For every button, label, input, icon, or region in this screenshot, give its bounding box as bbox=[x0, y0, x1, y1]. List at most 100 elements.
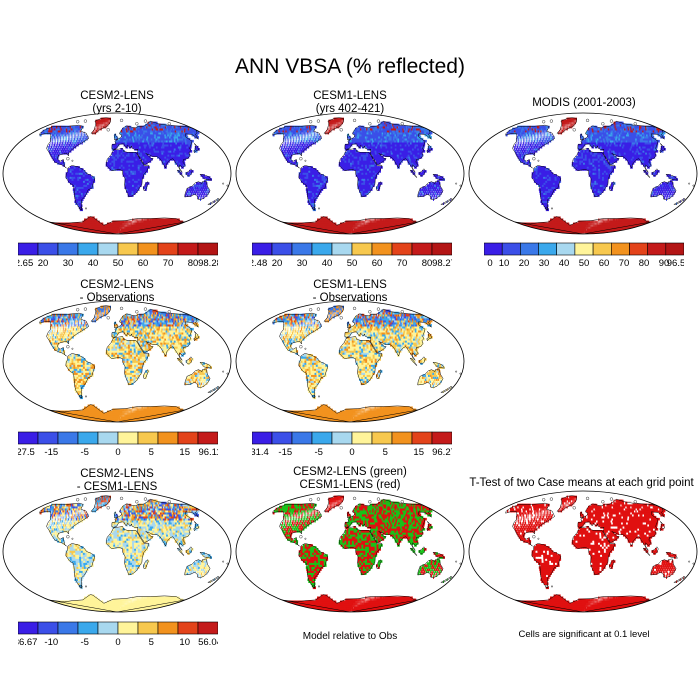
colorbar-box bbox=[252, 431, 273, 445]
colorbar-tick-label: 70 bbox=[619, 258, 630, 269]
colorbar-tick-label: 0 bbox=[115, 637, 120, 648]
colorbar-box bbox=[371, 431, 393, 445]
panel-7-colorbar: -36.67 -10 -5 0 5 10 56.04 bbox=[18, 621, 218, 648]
colorbar-box bbox=[117, 621, 139, 635]
colorbar-box bbox=[291, 431, 313, 445]
colorbar-box bbox=[57, 431, 79, 445]
panel-8-title-line2: CESM1-LENS (red) bbox=[299, 479, 401, 491]
colorbar-box bbox=[177, 431, 199, 445]
colorbar-box bbox=[37, 621, 59, 635]
colorbar-box bbox=[77, 621, 99, 635]
colorbar-box bbox=[137, 431, 159, 445]
panel-5-colorbar: -31.4 -15 -5 0 5 15 96.27 bbox=[252, 431, 452, 458]
colorbar-box bbox=[137, 621, 159, 635]
colorbar-tick-label: -36.67 bbox=[18, 637, 37, 648]
colorbar-tick-label: 2.48 bbox=[252, 258, 267, 269]
colorbar-tick-label: 30 bbox=[539, 258, 550, 269]
colorbar-box bbox=[311, 431, 333, 445]
colorbar-box bbox=[291, 242, 313, 256]
colorbar-tick-label: 10 bbox=[179, 637, 190, 648]
colorbar-box bbox=[57, 242, 79, 256]
colorbar-box bbox=[501, 242, 521, 256]
colorbar-tick-label: 40 bbox=[322, 258, 333, 269]
panel-2-map bbox=[235, 112, 465, 235]
colorbar-tick-label: 98.27 bbox=[432, 258, 452, 269]
coastlines bbox=[39, 495, 229, 612]
colorbar-box bbox=[177, 242, 199, 256]
colorbar-box bbox=[351, 431, 373, 445]
colorbar-tick-label: 60 bbox=[599, 258, 610, 269]
coastlines bbox=[272, 495, 462, 612]
colorbar-box bbox=[97, 431, 119, 445]
colorbar-box bbox=[647, 242, 667, 256]
land-cells bbox=[39, 117, 218, 234]
land-cells bbox=[272, 117, 451, 234]
colorbar-tick-label: -10 bbox=[44, 637, 58, 648]
colorbar-tick-label: 0 bbox=[487, 258, 492, 269]
map-outline bbox=[235, 300, 465, 423]
panel-5-title: CESM1-LENS - Observations bbox=[245, 279, 455, 305]
colorbar-tick-label: 40 bbox=[559, 258, 570, 269]
panel-7-title-line2: - CESM1-LENS bbox=[76, 481, 158, 493]
panel-4-title: CESM2-LENS - Observations bbox=[12, 279, 222, 305]
colorbar-tick-label: 80 bbox=[188, 258, 199, 269]
colorbar-box bbox=[556, 242, 576, 256]
colorbar-box bbox=[197, 621, 218, 635]
colorbar-box bbox=[629, 242, 649, 256]
colorbar-tick-label: 50 bbox=[113, 258, 124, 269]
colorbar-box bbox=[37, 242, 59, 256]
panel-3-map bbox=[468, 112, 698, 235]
colorbar-box bbox=[665, 242, 684, 256]
colorbar-tick-label: -27.5 bbox=[18, 447, 35, 458]
panel-1-title-line2: (yrs 2-10) bbox=[92, 103, 142, 115]
panel-8-title-line1: CESM2-LENS (green) bbox=[293, 466, 407, 478]
colorbar-box bbox=[117, 242, 139, 256]
panel-2-title-line1: CESM1-LENS bbox=[313, 90, 387, 102]
panel-8-note: Model relative to Obs bbox=[302, 631, 398, 642]
colorbar-tick-label: 10 bbox=[499, 258, 510, 269]
colorbar-box bbox=[592, 242, 612, 256]
colorbar-tick-label: 98.28 bbox=[198, 258, 218, 269]
colorbar-tick-label: 80 bbox=[639, 258, 650, 269]
colorbar-tick-label: -5 bbox=[80, 447, 88, 458]
colorbar-tick-label: 60 bbox=[372, 258, 383, 269]
colorbar-box bbox=[331, 242, 353, 256]
colorbar-tick-label: 40 bbox=[88, 258, 99, 269]
land-cells bbox=[39, 495, 218, 612]
panel-4-map bbox=[2, 300, 232, 423]
land-cells bbox=[505, 117, 684, 234]
coastlines bbox=[39, 117, 229, 234]
colorbar-tick-label: -15 bbox=[278, 447, 292, 458]
colorbar-tick-label: 56.04 bbox=[198, 637, 218, 648]
coastlines bbox=[39, 305, 229, 422]
panel-4-title-line1: CESM2-LENS bbox=[80, 279, 154, 291]
colorbar-tick-label: 30 bbox=[63, 258, 74, 269]
colorbar-tick-label: -31.4 bbox=[252, 447, 269, 458]
panel-5-title-line1: CESM1-LENS bbox=[313, 279, 387, 291]
colorbar-box bbox=[117, 431, 139, 445]
colorbar-box bbox=[157, 431, 179, 445]
colorbar-tick-label: 96.11 bbox=[198, 447, 218, 458]
panel-9-title-line1: T-Test of two Case means at each grid po… bbox=[469, 477, 694, 489]
panel-1-map bbox=[2, 112, 232, 235]
panel-5-map bbox=[235, 300, 465, 423]
colorbar-tick-label: 20 bbox=[519, 258, 530, 269]
panel-9-title: T-Test of two Case means at each grid po… bbox=[463, 477, 700, 490]
colorbar-tick-label: 80 bbox=[422, 258, 433, 269]
colorbar-box bbox=[391, 431, 413, 445]
colorbar-tick-label: 90 bbox=[659, 258, 670, 269]
colorbar-box bbox=[484, 242, 503, 256]
colorbar-tick-label: 50 bbox=[579, 258, 590, 269]
colorbar-box bbox=[97, 621, 119, 635]
colorbar-tick-label: 30 bbox=[297, 258, 308, 269]
land-cells bbox=[505, 495, 684, 612]
panel-8-title: CESM2-LENS (green) CESM1-LENS (red) bbox=[245, 466, 455, 492]
panel-2-title-line2: (yrs 402-421) bbox=[315, 103, 385, 115]
main-title: ANN VBSA (% reflected) bbox=[235, 55, 465, 78]
panel-7-title-line1: CESM2-LENS bbox=[80, 468, 154, 480]
colorbar-box bbox=[57, 621, 79, 635]
panel-9-map bbox=[468, 490, 698, 613]
colorbar-box bbox=[18, 621, 39, 635]
colorbar-box bbox=[18, 431, 39, 445]
